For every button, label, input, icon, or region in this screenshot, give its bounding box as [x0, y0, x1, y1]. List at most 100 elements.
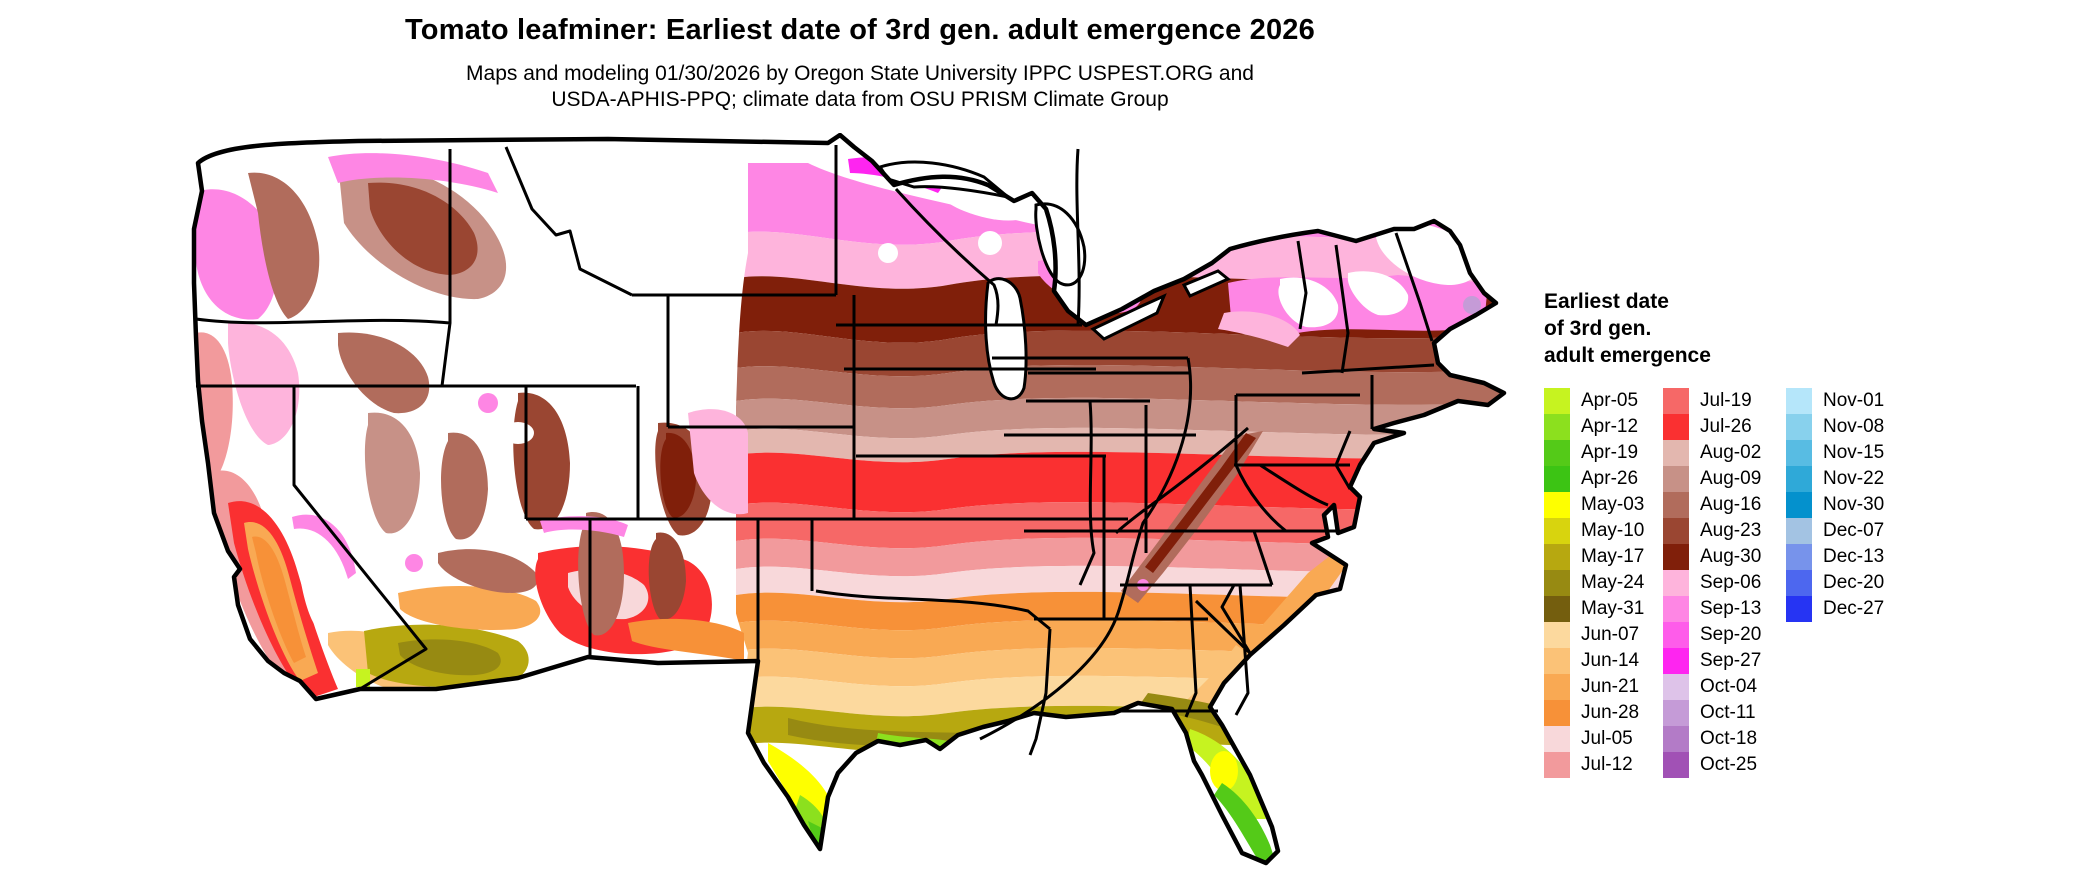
- legend-label: Jul-26: [1700, 416, 1752, 437]
- legend-swatch: [1786, 518, 1812, 544]
- region-ny-pink: [1218, 311, 1300, 347]
- legend-entry: Oct-04: [1663, 674, 1786, 700]
- region-co-rockies-dark: [660, 432, 696, 518]
- legend-swatch: [1544, 414, 1570, 440]
- legend-label: May-31: [1581, 598, 1645, 619]
- region-band-aug02: [736, 427, 1504, 463]
- legend-label: Dec-13: [1823, 546, 1885, 567]
- legend-swatch: [1786, 544, 1812, 570]
- region-wtx-orange: [628, 618, 744, 661]
- region-band-aug23: [736, 330, 1504, 377]
- legend-label: Apr-12: [1581, 416, 1639, 437]
- legend-label: Jun-14: [1581, 650, 1640, 671]
- legend-entry: Oct-25: [1663, 752, 1786, 778]
- legend-swatch: [1663, 752, 1689, 778]
- legend-label: Sep-27: [1700, 650, 1762, 671]
- legend-label: Jun-07: [1581, 624, 1640, 645]
- legend-label: May-24: [1581, 572, 1645, 593]
- region-az-orange-ring: [398, 586, 541, 631]
- legend-label: Aug-02: [1700, 442, 1762, 463]
- legend-label: Aug-30: [1700, 546, 1762, 567]
- region-nv-range-brown: [364, 412, 420, 534]
- map-svg: [191, 132, 1507, 879]
- legend-label: Oct-18: [1700, 728, 1758, 749]
- legend-entry: Apr-26: [1544, 466, 1663, 492]
- region-blue-mtns-brown: [338, 332, 430, 414]
- legend-swatch: [1544, 648, 1570, 674]
- legend-label: Jun-21: [1581, 676, 1640, 697]
- region-band-aug09: [736, 397, 1504, 439]
- region-co-front-magenta: [688, 409, 748, 515]
- legend-label: Nov-01: [1823, 390, 1885, 411]
- legend-label: Apr-19: [1581, 442, 1639, 463]
- legend-entry: Nov-01: [1786, 388, 1884, 414]
- region-or-interior-magenta: [228, 322, 300, 445]
- legend-swatch: [1663, 622, 1689, 648]
- legend-label: Sep-20: [1700, 624, 1762, 645]
- legend-swatch: [1544, 466, 1570, 492]
- region-nm-range-brown2: [648, 532, 686, 620]
- legend-entry: Nov-22: [1786, 466, 1884, 492]
- legend-columns: Apr-05 Apr-12 Apr-19 Apr-26 May-03 May-10 May-…: [1544, 388, 2084, 778]
- legend-entry: May-24: [1544, 570, 1663, 596]
- legend-entry: May-03: [1544, 492, 1663, 518]
- legend-label: Sep-06: [1700, 572, 1762, 593]
- legend-label: May-10: [1581, 520, 1645, 541]
- legend-entry: Jul-19: [1663, 388, 1786, 414]
- legend-column-1: Apr-05 Apr-12 Apr-19 Apr-26 May-03 May-10 May-…: [1544, 388, 1663, 778]
- lake-erie: [1090, 293, 1167, 341]
- region-ca-valley-orange-dark: [252, 536, 306, 663]
- legend-entry: May-10: [1544, 518, 1663, 544]
- legend-entry: Jul-26: [1663, 414, 1786, 440]
- legend-entry: Sep-13: [1663, 596, 1786, 622]
- legend-swatch: [1544, 388, 1570, 414]
- legend-entry: Aug-30: [1663, 544, 1786, 570]
- region-fl-green-south: [1214, 783, 1274, 863]
- region-mn-white-spot: [878, 243, 898, 263]
- legend-swatch: [1544, 674, 1570, 700]
- header: Tomato leafminer: Earliest date of 3rd g…: [0, 14, 1720, 113]
- legend-entry: Aug-23: [1663, 518, 1786, 544]
- legend-swatch: [1663, 596, 1689, 622]
- legend-label: Jul-05: [1581, 728, 1633, 749]
- legend-entry: Apr-12: [1544, 414, 1663, 440]
- legend-label: Apr-26: [1581, 468, 1639, 489]
- subtitle: Maps and modeling 01/30/2026 by Oregon S…: [0, 61, 1720, 113]
- region-adirondacks-white: [1278, 277, 1339, 328]
- legend-swatch: [1544, 622, 1570, 648]
- legend-swatch: [1544, 440, 1570, 466]
- legend-swatch: [1544, 518, 1570, 544]
- region-fl-keys: [1234, 871, 1266, 879]
- legend-entry: Apr-19: [1544, 440, 1663, 466]
- legend-swatch: [1786, 492, 1812, 518]
- region-maine-lavender: [1463, 296, 1481, 314]
- legend-entry: Oct-11: [1663, 700, 1786, 726]
- page-title: Tomato leafminer: Earliest date of 3rd g…: [405, 14, 1315, 46]
- legend-swatch: [1544, 700, 1570, 726]
- legend-entry: Dec-07: [1786, 518, 1884, 544]
- legend-swatch: [1663, 388, 1689, 414]
- legend-entry: Dec-27: [1786, 596, 1884, 622]
- us-choropleth-map: [188, 132, 1513, 890]
- region-fl-yellow-patch: [1210, 751, 1238, 791]
- legend-swatch: [1663, 414, 1689, 440]
- legend-title-line-2: of 3rd gen.: [1544, 317, 1652, 340]
- legend-entry: Dec-20: [1786, 570, 1884, 596]
- legend: Earliest date of 3rd gen. adult emergenc…: [1544, 288, 2084, 778]
- legend-entry: Sep-27: [1663, 648, 1786, 674]
- legend-swatch: [1544, 492, 1570, 518]
- legend-swatch: [1663, 440, 1689, 466]
- legend-label: Jul-19: [1700, 390, 1752, 411]
- region-id-magenta-fringe: [328, 153, 498, 193]
- legend-label: Oct-25: [1700, 754, 1758, 775]
- legend-label: Dec-07: [1823, 520, 1885, 541]
- legend-swatch: [1544, 726, 1570, 752]
- legend-swatch: [1663, 648, 1689, 674]
- legend-swatch: [1786, 414, 1812, 440]
- region-nm-magenta-fringe: [540, 516, 628, 537]
- region-yuma-yellowgreen: [356, 669, 370, 687]
- legend-label: Aug-23: [1700, 520, 1762, 541]
- legend-entry: Jun-28: [1544, 700, 1663, 726]
- legend-title-line-3: adult emergence: [1544, 344, 1711, 367]
- legend-entry: Jun-14: [1544, 648, 1663, 674]
